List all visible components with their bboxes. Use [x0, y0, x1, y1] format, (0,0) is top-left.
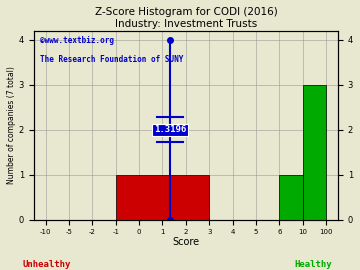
Title: Z-Score Histogram for CODI (2016)
Industry: Investment Trusts: Z-Score Histogram for CODI (2016) Indust… — [95, 7, 277, 29]
Text: The Research Foundation of SUNY: The Research Foundation of SUNY — [40, 55, 183, 64]
Text: Unhealthy: Unhealthy — [23, 260, 71, 269]
X-axis label: Score: Score — [172, 237, 199, 247]
Bar — [279, 175, 303, 220]
Bar — [303, 85, 326, 220]
Bar — [116, 175, 209, 220]
Y-axis label: Number of companies (7 total): Number of companies (7 total) — [7, 66, 16, 184]
Text: ©www.textbiz.org: ©www.textbiz.org — [40, 36, 114, 45]
Text: 1.3196: 1.3196 — [154, 125, 186, 134]
Text: Healthy: Healthy — [294, 260, 332, 269]
